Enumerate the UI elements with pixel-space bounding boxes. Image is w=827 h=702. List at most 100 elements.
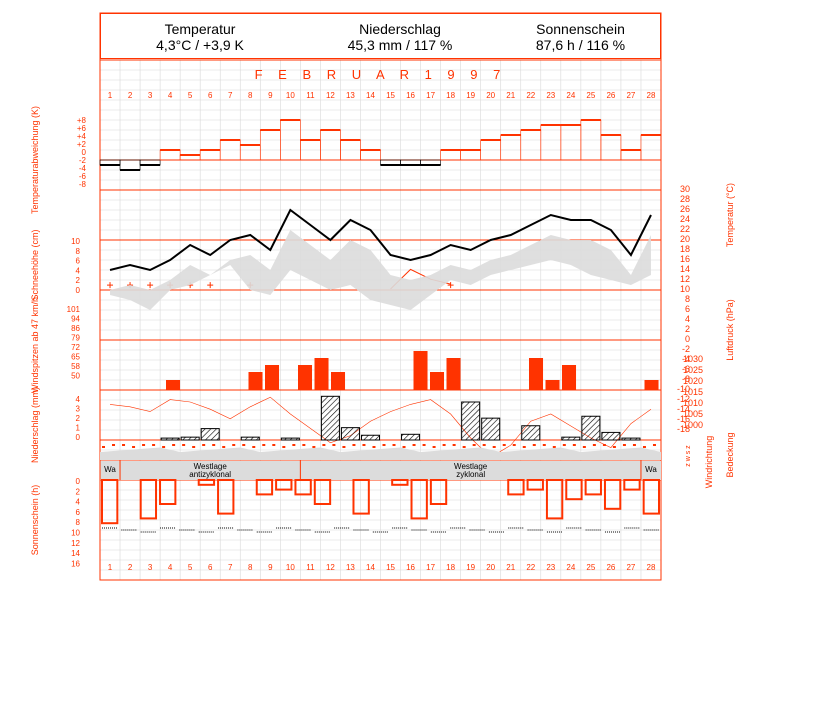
- wind-direction-dot: [162, 446, 166, 448]
- precipitation-value: 45,3 mm / 117 %: [347, 37, 453, 53]
- wind-tick: 72: [71, 343, 80, 352]
- sun-tick: 8: [76, 518, 81, 527]
- precip-tick: 2: [76, 414, 81, 423]
- anomaly-bar: [159, 149, 181, 161]
- pressure-tick: 1010: [683, 398, 703, 408]
- day-label-top: 17: [426, 91, 435, 100]
- wind-bar: [545, 380, 560, 390]
- header-precipitation: Niederschlag 45,3 mm / 117 %: [300, 13, 500, 59]
- day-label-bottom: 21: [506, 563, 515, 572]
- wind-direction-dot: [442, 444, 446, 446]
- sunshine-value: 87,6 h / 116 %: [535, 37, 626, 53]
- snow-tick: 6: [76, 257, 81, 266]
- day-label-bottom: 28: [647, 563, 656, 572]
- wind-direction-dot: [252, 446, 256, 448]
- wind-direction-dot: [522, 446, 526, 448]
- sun-axis-label: Sonnenschein (h): [30, 485, 40, 556]
- precip-bar: [401, 433, 421, 441]
- anomaly-tick: -2: [79, 156, 87, 165]
- wind-direction-dot: [152, 444, 156, 446]
- sunshine-bar: [197, 479, 216, 486]
- wind-direction-dot: [112, 444, 116, 446]
- sunshine-bar: [275, 479, 293, 491]
- anomaly-tick: 0: [82, 148, 87, 157]
- wind-direction-dot: [142, 444, 146, 446]
- day-label-top: 20: [486, 91, 495, 100]
- day-label-bottom: 18: [446, 563, 455, 572]
- sunshine-bar: [565, 479, 583, 501]
- wind-bar: [529, 358, 544, 390]
- air-temp-tick: 0: [685, 334, 690, 344]
- day-label-bottom: 7: [228, 563, 233, 572]
- sun-tick: 2: [76, 487, 81, 496]
- wind-direction-dot: [652, 444, 656, 446]
- wind-direction-dot: [212, 444, 216, 446]
- wind-direction-dot: [402, 446, 406, 448]
- precip-bar: [581, 415, 601, 441]
- day-label-top: 7: [228, 91, 233, 100]
- wind-direction-dot: [272, 444, 276, 446]
- anomaly-tick: +2: [77, 140, 87, 149]
- precip-axis-label: Niederschlag (mm): [30, 387, 40, 463]
- wind-direction-dot: [462, 446, 466, 448]
- day-label-top: 15: [386, 91, 395, 100]
- pressure-tick: 1000: [683, 420, 703, 430]
- day-label-top: 11: [306, 91, 315, 100]
- wind-direction-dot: [192, 446, 196, 448]
- precip-bar: [280, 437, 300, 441]
- day-label-top: 5: [188, 91, 193, 100]
- air-temp-tick: -12: [677, 394, 690, 404]
- anomaly-bar: [600, 134, 622, 161]
- precip-tick: 3: [76, 405, 81, 414]
- wind-direction-dot: [382, 444, 386, 446]
- anomaly-axis-label: Temperaturabweichung (K): [30, 106, 40, 214]
- wind-direction-dot: [502, 444, 506, 446]
- snow-tick: 10: [71, 237, 80, 246]
- air-temp-tick: -2: [682, 344, 690, 354]
- wind-bar: [644, 380, 659, 390]
- snow-tick: 8: [76, 247, 81, 256]
- wind-direction-dot: [542, 444, 546, 446]
- sunshine-bar: [159, 479, 177, 505]
- day-label-top: 21: [506, 91, 515, 100]
- wind-direction-dot: [132, 446, 136, 448]
- cloud-cover-area: [100, 447, 661, 460]
- air-temp-tick: -6: [682, 364, 690, 374]
- wind-direction-dot: [622, 444, 626, 446]
- day-label-top: 28: [647, 91, 656, 100]
- wind-bar: [166, 380, 181, 390]
- wind-direction-dot: [222, 446, 226, 448]
- day-label-top: 10: [286, 91, 295, 100]
- day-label-bottom: 13: [346, 563, 355, 572]
- air-temp-tick: 22: [680, 224, 690, 234]
- wind-direction-dot: [432, 446, 436, 448]
- day-label-bottom: 10: [286, 563, 295, 572]
- wind-bar: [298, 365, 313, 390]
- wind-direction-dot: [572, 444, 576, 446]
- sunshine-bar: [410, 479, 428, 520]
- weather-type-label: Westlage: [454, 462, 488, 471]
- precip-bar: [320, 395, 340, 441]
- day-label-bottom: 17: [426, 563, 435, 572]
- pressure-tick: 1030: [683, 354, 703, 364]
- precip-bar: [521, 425, 541, 441]
- anomaly-bar: [640, 134, 662, 161]
- day-label-top: 12: [326, 91, 335, 100]
- day-label-bottom: 20: [486, 563, 495, 572]
- precip-bar: [561, 436, 581, 441]
- day-label-bottom: 26: [606, 563, 615, 572]
- day-label-bottom: 6: [208, 563, 213, 572]
- anomaly-tick: -6: [79, 172, 87, 181]
- day-label-bottom: 5: [188, 563, 193, 572]
- day-label-top: 19: [466, 91, 475, 100]
- pressure-tick: 1025: [683, 365, 703, 375]
- wind-direction-dot: [362, 444, 366, 446]
- wind-bar: [248, 372, 263, 390]
- wind-direction-dot: [512, 444, 516, 446]
- wind-direction-dot: [102, 446, 105, 448]
- precip-tick: 0: [76, 433, 81, 442]
- day-label-bottom: 2: [128, 563, 133, 572]
- day-label-top: 1: [108, 91, 113, 100]
- day-label-bottom: 19: [466, 563, 475, 572]
